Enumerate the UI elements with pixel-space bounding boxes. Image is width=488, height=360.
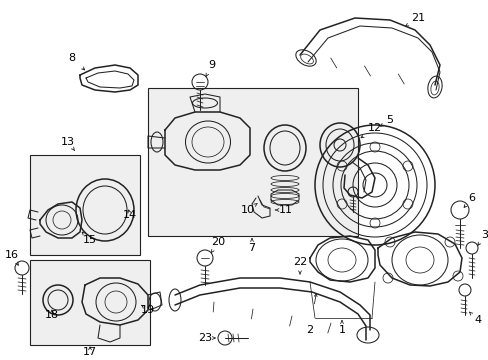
Text: 18: 18 [45, 310, 59, 320]
Text: 15: 15 [83, 235, 97, 245]
Text: 10: 10 [241, 205, 254, 215]
Bar [148, 88, 357, 236]
Text: 2: 2 [306, 325, 313, 335]
Text: 20: 20 [210, 237, 224, 247]
Bar [30, 155, 140, 255]
Text: 9: 9 [208, 60, 215, 70]
Text: 16: 16 [5, 250, 19, 260]
Bar [30, 260, 150, 345]
Text: 11: 11 [279, 205, 292, 215]
Text: 5: 5 [386, 115, 393, 125]
Text: 3: 3 [481, 230, 488, 240]
Text: 12: 12 [367, 123, 381, 133]
Text: 1: 1 [338, 325, 345, 335]
Text: 7: 7 [248, 243, 255, 253]
Text: 19: 19 [141, 305, 155, 315]
Text: 22: 22 [292, 257, 306, 267]
Text: 6: 6 [468, 193, 474, 203]
Text: 4: 4 [473, 315, 481, 325]
Text: 23: 23 [198, 333, 212, 343]
Text: 8: 8 [68, 53, 76, 63]
Text: 13: 13 [61, 137, 75, 147]
Text: 21: 21 [410, 13, 424, 23]
Text: 17: 17 [83, 347, 97, 357]
Text: 14: 14 [122, 210, 137, 220]
